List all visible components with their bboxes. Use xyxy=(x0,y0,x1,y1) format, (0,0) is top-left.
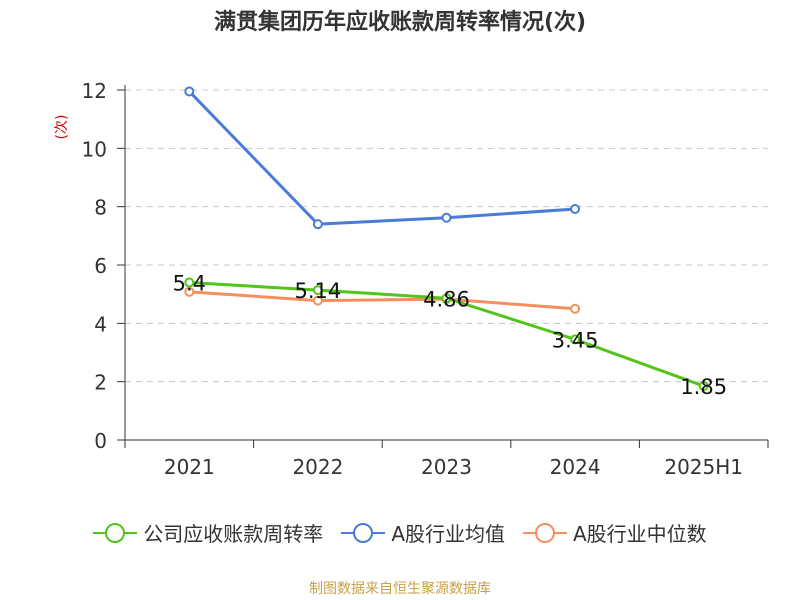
y-tick-label: 6 xyxy=(94,254,107,278)
data-point xyxy=(184,286,195,297)
y-tick-label: 12 xyxy=(82,79,107,103)
legend-label-industry-median: A股行业中位数 xyxy=(573,522,707,546)
legend-item-industry-median[interactable]: A股行业中位数 xyxy=(523,518,707,547)
y-tick-label: 0 xyxy=(94,429,107,453)
data-label: 1.85 xyxy=(680,375,727,399)
legend-label-company: 公司应收账款周转率 xyxy=(143,522,324,546)
data-label: 3.45 xyxy=(552,328,599,352)
y-tick-label: 8 xyxy=(94,196,107,220)
x-tick-label: 2022 xyxy=(292,455,343,479)
x-tick-label: 2023 xyxy=(421,455,472,479)
data-point xyxy=(312,285,323,296)
y-axis-label: (次) xyxy=(54,115,70,140)
legend-marker-orange xyxy=(523,522,567,543)
y-tick-label: 10 xyxy=(82,137,107,161)
data-point xyxy=(312,295,323,306)
data-point xyxy=(441,212,452,223)
chart-title: 满贯集团历年应收账款周转率情况(次) xyxy=(213,10,587,35)
x-tick-label: 2021 xyxy=(164,455,215,479)
series-line xyxy=(188,90,576,226)
data-label: 4.86 xyxy=(423,287,470,311)
legend: 公司应收账款周转率 A股行业均值 A股行业中位数 xyxy=(0,518,800,547)
series-line xyxy=(189,290,576,311)
data-point xyxy=(570,204,581,214)
data-point xyxy=(184,86,195,97)
data-point xyxy=(441,293,452,304)
data-point xyxy=(570,334,581,345)
x-tick-label: 2025H1 xyxy=(664,455,743,479)
data-point xyxy=(570,303,581,314)
legend-item-industry-mean[interactable]: A股行业均值 xyxy=(341,518,505,547)
line-chart: 0 2 4 6 8 10 12 2021 2022 2023 2024 2025H1 (次) 5.4 5.1… xyxy=(54,79,769,479)
data-label: 5.4 xyxy=(173,272,206,296)
x-tick-label: 2024 xyxy=(550,455,601,479)
footer-source: 制图数据来自恒生聚源数据库 xyxy=(309,581,491,597)
data-point xyxy=(184,277,195,288)
data-point xyxy=(698,381,709,392)
legend-item-company[interactable]: 公司应收账款周转率 xyxy=(93,518,323,547)
data-point xyxy=(312,219,323,230)
y-tick-label: 2 xyxy=(94,371,107,395)
legend-marker-green xyxy=(93,522,138,543)
data-label: 5.14 xyxy=(295,279,342,303)
legend-marker-blue xyxy=(341,522,386,543)
legend-label-industry-mean: A股行业均值 xyxy=(391,522,505,546)
y-tick-label: 4 xyxy=(94,312,107,336)
